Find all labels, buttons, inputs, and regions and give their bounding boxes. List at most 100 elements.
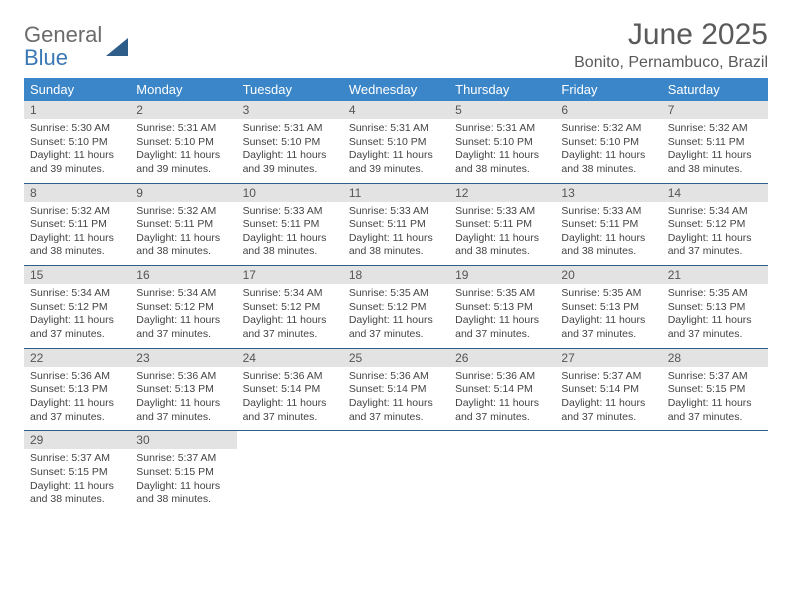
day-details: Sunrise: 5:36 AMSunset: 5:14 PMDaylight:…	[343, 367, 449, 431]
calendar-table: SundayMondayTuesdayWednesdayThursdayFrid…	[24, 78, 768, 513]
calendar-row: 8Sunrise: 5:32 AMSunset: 5:11 PMDaylight…	[24, 183, 768, 266]
sunset-line: Sunset: 5:14 PM	[561, 383, 655, 397]
logo-text-general: General	[24, 22, 102, 47]
calendar-cell: 30Sunrise: 5:37 AMSunset: 5:15 PMDayligh…	[130, 431, 236, 513]
daylight-line: Daylight: 11 hours and 38 minutes.	[243, 232, 337, 259]
sunset-line: Sunset: 5:15 PM	[30, 466, 124, 480]
calendar-cell: 21Sunrise: 5:35 AMSunset: 5:13 PMDayligh…	[662, 266, 768, 349]
sunrise-line: Sunrise: 5:36 AM	[136, 370, 230, 384]
day-details: Sunrise: 5:34 AMSunset: 5:12 PMDaylight:…	[237, 284, 343, 348]
daylight-line: Daylight: 11 hours and 37 minutes.	[561, 397, 655, 424]
sunrise-line: Sunrise: 5:31 AM	[243, 122, 337, 136]
day-details: Sunrise: 5:36 AMSunset: 5:14 PMDaylight:…	[237, 367, 343, 431]
day-details: Sunrise: 5:37 AMSunset: 5:15 PMDaylight:…	[24, 449, 130, 513]
day-details: Sunrise: 5:31 AMSunset: 5:10 PMDaylight:…	[449, 119, 555, 183]
calendar-cell: 7Sunrise: 5:32 AMSunset: 5:11 PMDaylight…	[662, 101, 768, 183]
day-details: Sunrise: 5:32 AMSunset: 5:11 PMDaylight:…	[130, 202, 236, 266]
sunrise-line: Sunrise: 5:33 AM	[349, 205, 443, 219]
daylight-line: Daylight: 11 hours and 37 minutes.	[668, 232, 762, 259]
day-details: Sunrise: 5:32 AMSunset: 5:10 PMDaylight:…	[555, 119, 661, 183]
logo-text-blue: Blue	[24, 45, 68, 70]
calendar-row: 22Sunrise: 5:36 AMSunset: 5:13 PMDayligh…	[24, 348, 768, 431]
sunset-line: Sunset: 5:11 PM	[30, 218, 124, 232]
day-number: 2	[130, 101, 236, 119]
day-number: 21	[662, 266, 768, 284]
daylight-line: Daylight: 11 hours and 38 minutes.	[561, 232, 655, 259]
sunset-line: Sunset: 5:12 PM	[668, 218, 762, 232]
calendar-cell: 29Sunrise: 5:37 AMSunset: 5:15 PMDayligh…	[24, 431, 130, 513]
daylight-line: Daylight: 11 hours and 37 minutes.	[136, 314, 230, 341]
calendar-cell: 17Sunrise: 5:34 AMSunset: 5:12 PMDayligh…	[237, 266, 343, 349]
weekday-header: Monday	[130, 78, 236, 101]
day-details: Sunrise: 5:32 AMSunset: 5:11 PMDaylight:…	[662, 119, 768, 183]
sunset-line: Sunset: 5:10 PM	[455, 136, 549, 150]
daylight-line: Daylight: 11 hours and 37 minutes.	[561, 314, 655, 341]
sunset-line: Sunset: 5:14 PM	[455, 383, 549, 397]
daylight-line: Daylight: 11 hours and 37 minutes.	[668, 397, 762, 424]
calendar-cell: ..	[662, 431, 768, 513]
day-number: 15	[24, 266, 130, 284]
day-number: 29	[24, 431, 130, 449]
day-details: Sunrise: 5:34 AMSunset: 5:12 PMDaylight:…	[24, 284, 130, 348]
daylight-line: Daylight: 11 hours and 38 minutes.	[455, 232, 549, 259]
calendar-cell: 1Sunrise: 5:30 AMSunset: 5:10 PMDaylight…	[24, 101, 130, 183]
day-number: 27	[555, 349, 661, 367]
calendar-cell: 24Sunrise: 5:36 AMSunset: 5:14 PMDayligh…	[237, 348, 343, 431]
day-number: 22	[24, 349, 130, 367]
daylight-line: Daylight: 11 hours and 39 minutes.	[243, 149, 337, 176]
sunset-line: Sunset: 5:10 PM	[349, 136, 443, 150]
daylight-line: Daylight: 11 hours and 38 minutes.	[136, 232, 230, 259]
daylight-line: Daylight: 11 hours and 38 minutes.	[30, 480, 124, 507]
calendar-cell: 25Sunrise: 5:36 AMSunset: 5:14 PMDayligh…	[343, 348, 449, 431]
calendar-cell: 12Sunrise: 5:33 AMSunset: 5:11 PMDayligh…	[449, 183, 555, 266]
daylight-line: Daylight: 11 hours and 37 minutes.	[455, 397, 549, 424]
sunrise-line: Sunrise: 5:30 AM	[30, 122, 124, 136]
daylight-line: Daylight: 11 hours and 37 minutes.	[349, 397, 443, 424]
day-details: Sunrise: 5:34 AMSunset: 5:12 PMDaylight:…	[130, 284, 236, 348]
calendar-cell: 8Sunrise: 5:32 AMSunset: 5:11 PMDaylight…	[24, 183, 130, 266]
sunset-line: Sunset: 5:13 PM	[561, 301, 655, 315]
daylight-line: Daylight: 11 hours and 37 minutes.	[30, 314, 124, 341]
daylight-line: Daylight: 11 hours and 37 minutes.	[455, 314, 549, 341]
sunset-line: Sunset: 5:13 PM	[136, 383, 230, 397]
calendar-cell: 22Sunrise: 5:36 AMSunset: 5:13 PMDayligh…	[24, 348, 130, 431]
month-title: June 2025	[574, 18, 768, 52]
day-number: 30	[130, 431, 236, 449]
day-details: Sunrise: 5:35 AMSunset: 5:13 PMDaylight:…	[662, 284, 768, 348]
calendar-row: 29Sunrise: 5:37 AMSunset: 5:15 PMDayligh…	[24, 431, 768, 513]
sunrise-line: Sunrise: 5:32 AM	[668, 122, 762, 136]
sunset-line: Sunset: 5:11 PM	[455, 218, 549, 232]
weekday-header: Wednesday	[343, 78, 449, 101]
calendar-cell: 3Sunrise: 5:31 AMSunset: 5:10 PMDaylight…	[237, 101, 343, 183]
weekday-header: Thursday	[449, 78, 555, 101]
sunrise-line: Sunrise: 5:35 AM	[349, 287, 443, 301]
sunset-line: Sunset: 5:15 PM	[668, 383, 762, 397]
sunset-line: Sunset: 5:11 PM	[561, 218, 655, 232]
calendar-header-row: SundayMondayTuesdayWednesdayThursdayFrid…	[24, 78, 768, 101]
calendar-body: 1Sunrise: 5:30 AMSunset: 5:10 PMDaylight…	[24, 101, 768, 513]
sunset-line: Sunset: 5:12 PM	[243, 301, 337, 315]
calendar-cell: ..	[449, 431, 555, 513]
calendar-cell: 13Sunrise: 5:33 AMSunset: 5:11 PMDayligh…	[555, 183, 661, 266]
day-details: Sunrise: 5:37 AMSunset: 5:14 PMDaylight:…	[555, 367, 661, 431]
day-number: 7	[662, 101, 768, 119]
day-number: 18	[343, 266, 449, 284]
day-number: 1	[24, 101, 130, 119]
sunrise-line: Sunrise: 5:31 AM	[136, 122, 230, 136]
calendar-cell: 2Sunrise: 5:31 AMSunset: 5:10 PMDaylight…	[130, 101, 236, 183]
day-number: 6	[555, 101, 661, 119]
sunrise-line: Sunrise: 5:37 AM	[30, 452, 124, 466]
sunrise-line: Sunrise: 5:35 AM	[668, 287, 762, 301]
sunrise-line: Sunrise: 5:36 AM	[30, 370, 124, 384]
day-details: Sunrise: 5:31 AMSunset: 5:10 PMDaylight:…	[237, 119, 343, 183]
calendar-cell: 9Sunrise: 5:32 AMSunset: 5:11 PMDaylight…	[130, 183, 236, 266]
sunset-line: Sunset: 5:11 PM	[668, 136, 762, 150]
day-number: 23	[130, 349, 236, 367]
day-number: 20	[555, 266, 661, 284]
daylight-line: Daylight: 11 hours and 37 minutes.	[243, 314, 337, 341]
sunset-line: Sunset: 5:13 PM	[30, 383, 124, 397]
sunset-line: Sunset: 5:12 PM	[30, 301, 124, 315]
sunrise-line: Sunrise: 5:34 AM	[668, 205, 762, 219]
daylight-line: Daylight: 11 hours and 38 minutes.	[455, 149, 549, 176]
weekday-header: Tuesday	[237, 78, 343, 101]
